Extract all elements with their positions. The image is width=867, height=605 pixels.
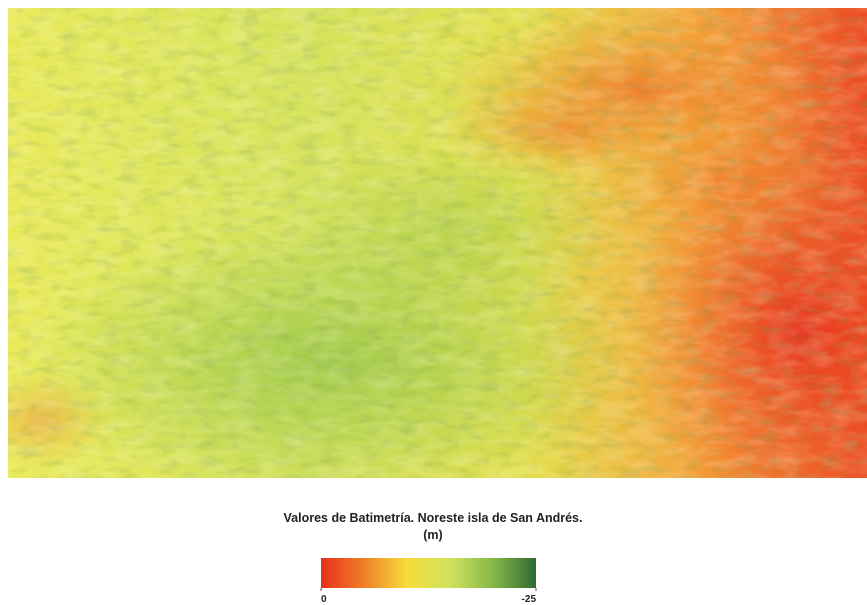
- tick-label: -25: [522, 594, 537, 605]
- legend-unit: (m): [423, 528, 442, 542]
- colorbar: [321, 558, 536, 588]
- page: Valores de Batimetría. Noreste isla de S…: [0, 0, 867, 605]
- colorbar-ticks: 0 -25: [321, 588, 536, 605]
- bathymetry-render: [0, 8, 867, 530]
- legend-title: Valores de Batimetría. Noreste isla de S…: [284, 511, 583, 525]
- tick-label: 0: [321, 594, 327, 605]
